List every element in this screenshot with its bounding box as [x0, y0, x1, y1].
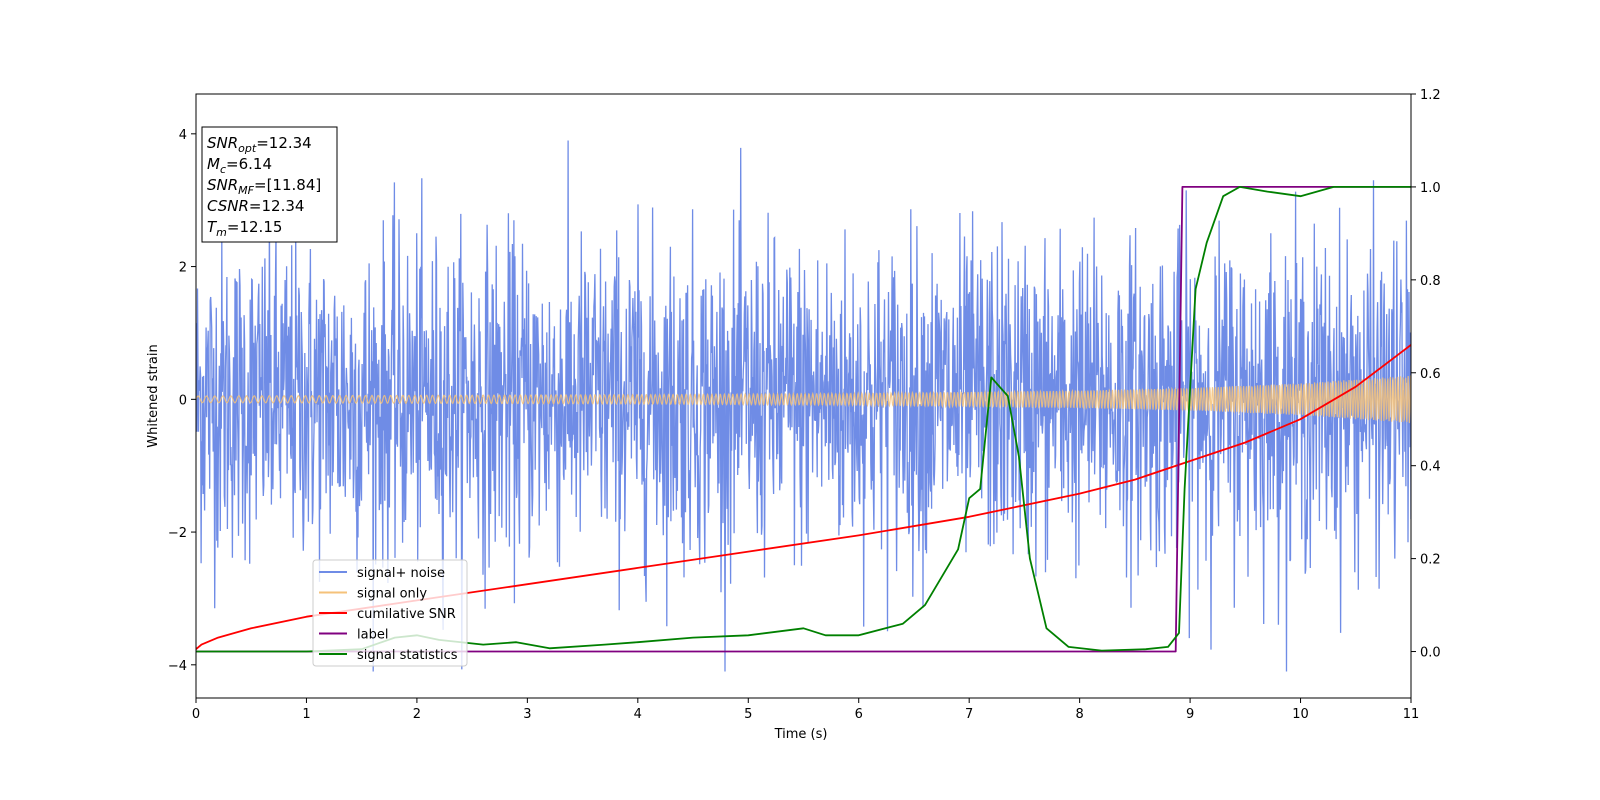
y2-axis-ticks: 0.0 0.2 0.4 0.6 0.8 1.0 1.2 — [1411, 88, 1441, 661]
legend-item: signal statistics — [319, 648, 458, 663]
info-box-line: SNRopt=12.34 — [207, 134, 312, 155]
info-value: =12.34 — [256, 134, 312, 152]
y2-tick-label: 0.6 — [1420, 367, 1441, 382]
info-symbol: T — [207, 218, 218, 236]
info-symbol: CSNR — [207, 197, 249, 215]
info-subscript: c — [220, 163, 226, 176]
series-cumulative-snr — [196, 344, 1411, 650]
info-box-frame — [201, 126, 338, 243]
info-value: =12.15 — [227, 218, 283, 236]
x-tick-label: 6 — [855, 707, 863, 722]
legend-label: signal statistics — [357, 648, 458, 663]
y2-tick-label: 0.0 — [1420, 646, 1441, 661]
legend-item: signal only — [319, 587, 427, 602]
x-tick-label: 0 — [192, 707, 200, 722]
y-axis-ticks: −4 −2 0 2 4 — [168, 128, 196, 674]
legend-label: cumilative SNR — [357, 607, 456, 622]
y-tick-label: 4 — [179, 128, 187, 143]
y-tick-label: −4 — [168, 659, 187, 674]
legend-label: signal+ noise — [357, 566, 445, 581]
series-signal-statistics — [196, 185, 1411, 653]
legend-item: signal+ noise — [319, 566, 445, 581]
series-label — [196, 185, 1411, 653]
plot-area — [195, 93, 1412, 699]
series-layer — [196, 140, 1411, 672]
series-signal-only — [196, 375, 1411, 424]
plot-frame — [195, 93, 1412, 699]
series-signal-noise — [196, 140, 1411, 672]
info-box-line: SNRMF=[11.84] — [207, 176, 321, 197]
info-box: SNRopt=12.34Mc=6.14SNRMF=[11.84]CSNR=12.… — [201, 126, 338, 243]
x-axis-ticks: 0 1 2 3 4 5 6 7 8 9 10 11 — [192, 698, 1419, 722]
y-tick-label: 2 — [179, 261, 187, 276]
y-axis-label: Whitened strain — [146, 344, 161, 447]
x-axis-label: Time (s) — [774, 727, 828, 742]
y2-tick-label: 1.2 — [1420, 88, 1441, 103]
info-box-line: CSNR=12.34 — [207, 197, 304, 215]
x-tick-label: 1 — [302, 707, 310, 722]
y2-tick-label: 0.2 — [1420, 553, 1441, 568]
info-symbol: SNR — [207, 176, 238, 194]
info-value: =6.14 — [226, 155, 272, 173]
legend: signal+ noise signal only cumilative SNR la… — [312, 559, 468, 667]
legend-item: label — [319, 628, 388, 643]
x-tick-label: 10 — [1292, 707, 1309, 722]
info-value: =[11.84] — [254, 176, 321, 194]
info-symbol: SNR — [207, 134, 238, 152]
y2-tick-label: 1.0 — [1420, 181, 1441, 196]
info-subscript: m — [216, 226, 227, 239]
info-symbol: M — [207, 155, 220, 173]
x-tick-label: 2 — [413, 707, 421, 722]
info-box-line: Tm=12.15 — [207, 218, 282, 239]
y-tick-label: 0 — [179, 393, 187, 408]
x-tick-label: 7 — [965, 707, 973, 722]
info-box-line: Mc=6.14 — [207, 155, 272, 176]
info-value: =12.34 — [249, 197, 305, 215]
y-tick-label: −2 — [168, 526, 187, 541]
x-tick-label: 9 — [1186, 707, 1194, 722]
legend-item: cumilative SNR — [319, 607, 456, 622]
legend-frame — [312, 559, 468, 667]
x-tick-label: 8 — [1075, 707, 1083, 722]
info-subscript: MF — [238, 184, 254, 197]
x-tick-label: 3 — [523, 707, 531, 722]
info-subscript: opt — [238, 142, 257, 155]
legend-label: label — [357, 628, 388, 643]
x-tick-label: 11 — [1403, 707, 1420, 722]
y2-tick-label: 0.4 — [1420, 460, 1441, 475]
x-tick-label: 4 — [634, 707, 642, 722]
y2-tick-label: 0.8 — [1420, 274, 1441, 289]
legend-label: signal only — [357, 587, 427, 602]
x-tick-label: 5 — [744, 707, 752, 722]
